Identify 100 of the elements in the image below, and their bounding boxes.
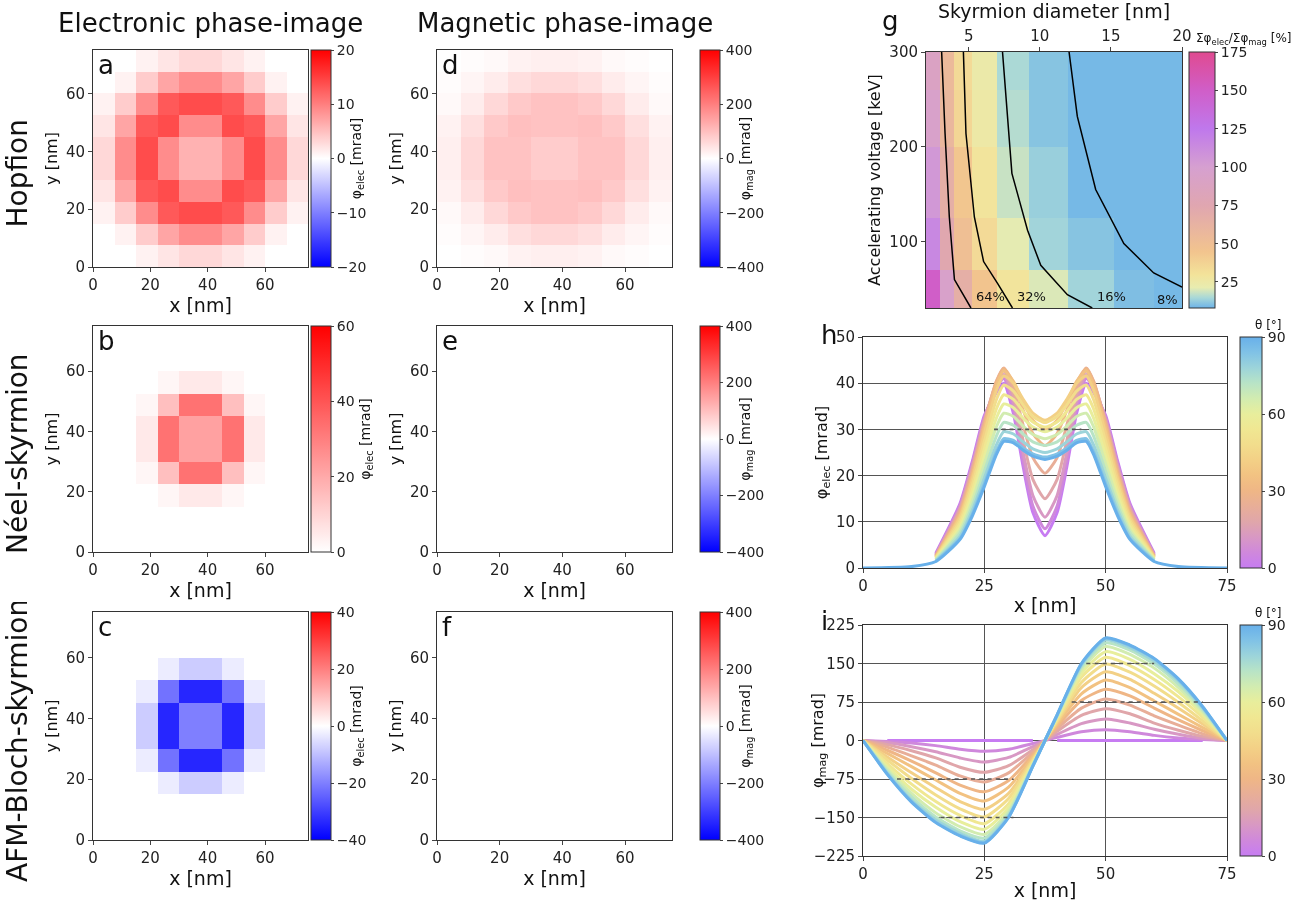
x-tick-label: 20 xyxy=(490,276,510,294)
y-tick-label: 100 xyxy=(889,232,918,251)
x-axis-title: x [nm] xyxy=(523,867,586,889)
y-tick-label: 10 xyxy=(835,513,855,532)
color-bar-label: 60 xyxy=(1267,693,1286,710)
y-tick-label: 200 xyxy=(889,138,918,157)
x-tick-label: 60 xyxy=(615,276,635,294)
y-tick-label: 20 xyxy=(65,200,85,219)
color-bar-label: 0 xyxy=(725,430,735,447)
y-tick-label: 300 xyxy=(889,43,918,62)
y-axis-title: y [nm] xyxy=(41,412,61,466)
x-tick-label: 20 xyxy=(1172,27,1192,45)
annotation: a xyxy=(98,50,114,80)
x-tick-label: 0 xyxy=(88,849,98,867)
color-bar-label: 400 xyxy=(725,41,753,58)
y-tick-label: 40 xyxy=(65,422,85,441)
annotation: f xyxy=(442,612,452,642)
x-tick-label: 40 xyxy=(552,561,572,579)
y-tick-label: 40 xyxy=(409,422,429,441)
x-tick-label: 60 xyxy=(255,276,275,294)
color-bar-label: 125 xyxy=(1220,120,1248,137)
chart-title: Magnetic phase-image xyxy=(417,8,714,38)
x-axis-title: x [nm] xyxy=(523,294,586,316)
x-axis-title: x [nm] xyxy=(1013,593,1077,616)
color-bar-label: 150 xyxy=(1220,82,1248,99)
x-tick-label: 50 xyxy=(1096,865,1116,883)
x-tick-label: 40 xyxy=(198,561,218,579)
color-bar-label: 30 xyxy=(1267,770,1286,787)
color-bar-title: Σφ$_{elec}$/Σφ$_{mag}$ [%] xyxy=(1196,31,1292,47)
y-tick-label: 60 xyxy=(409,362,429,381)
y-tick-label: 0 xyxy=(419,258,429,277)
color-bar-label: 40 xyxy=(336,393,355,410)
color-bar-label: −20 xyxy=(336,258,367,275)
color-bar-label: 20 xyxy=(336,468,355,485)
y-tick-label: 0 xyxy=(75,543,85,562)
color-bar-label: 0 xyxy=(725,717,735,734)
y-tick-label: 0 xyxy=(75,258,85,277)
y-tick-label: 20 xyxy=(65,482,85,501)
color-bar-title: θ [°] xyxy=(1255,606,1282,620)
text: AFM-Bloch-skyrmion xyxy=(1,598,34,882)
x-tick-label: 75 xyxy=(1217,865,1237,883)
x-tick-label: 25 xyxy=(974,865,994,883)
y-axis-title: y [nm] xyxy=(41,132,61,185)
y-tick-label: 60 xyxy=(65,648,85,667)
color-bar-label: −20 xyxy=(336,774,367,791)
x-axis-title: Skyrmion diameter [nm] xyxy=(937,0,1171,22)
color-bar-label: −200 xyxy=(725,204,765,221)
color-bar-label: −200 xyxy=(725,487,765,504)
color-bar-label: 50 xyxy=(1220,235,1239,252)
y-tick-label: −225 xyxy=(813,847,855,866)
color-bar-label: 0 xyxy=(336,150,346,167)
text: Néel-skyrmion xyxy=(1,353,34,554)
x-tick-label: 20 xyxy=(490,849,510,867)
color-bar-label: −400 xyxy=(725,831,765,848)
color-bar-label: 0 xyxy=(336,543,346,560)
color-bar-label: 60 xyxy=(1267,405,1286,422)
color-bar-label: 20 xyxy=(336,660,355,677)
y-tick-label: 40 xyxy=(65,142,85,161)
x-tick-label: 40 xyxy=(552,276,572,294)
y-tick-label: 60 xyxy=(409,84,429,103)
x-tick-label: 75 xyxy=(1217,577,1237,595)
x-tick-label: 40 xyxy=(552,849,572,867)
annotation: 8% xyxy=(1157,292,1178,307)
y-tick-label: 75 xyxy=(835,693,855,712)
color-bar-label: −40 xyxy=(336,831,367,848)
y-tick-label: 225 xyxy=(826,616,855,635)
x-axis-title: x [nm] xyxy=(523,579,586,601)
x-tick-label: 60 xyxy=(255,561,275,579)
x-tick-label: 20 xyxy=(140,561,160,579)
x-axis-title: x [nm] xyxy=(169,867,232,889)
y-axis-title: Accelerating voltage [keV] xyxy=(865,74,885,286)
x-tick-label: 0 xyxy=(88,276,98,294)
y-tick-label: 20 xyxy=(835,466,855,485)
y-tick-label: 0 xyxy=(419,831,429,850)
color-bar-label: −400 xyxy=(725,543,765,560)
y-tick-label: 20 xyxy=(409,482,429,501)
color-bar-label: 20 xyxy=(336,41,355,58)
y-tick-label: 0 xyxy=(845,731,855,750)
text: Hopfion xyxy=(0,119,34,228)
x-tick-label: 40 xyxy=(198,849,218,867)
text: g xyxy=(882,6,899,36)
color-bar-label: 0 xyxy=(725,150,735,167)
color-bar-label: −10 xyxy=(336,204,367,221)
annotation: d xyxy=(442,50,459,80)
color-bar-label: −200 xyxy=(725,774,765,791)
x-tick-label: 20 xyxy=(140,849,160,867)
y-tick-label: 50 xyxy=(835,328,855,347)
y-tick-label: 60 xyxy=(409,648,429,667)
color-bar-label: −400 xyxy=(725,258,765,275)
chart-title: Electronic phase-image xyxy=(58,8,364,38)
y-tick-label: 0 xyxy=(419,543,429,562)
y-tick-label: 60 xyxy=(65,362,85,381)
x-tick-label: 40 xyxy=(198,276,218,294)
x-tick-label: 0 xyxy=(432,561,442,579)
x-axis-title: x [nm] xyxy=(169,294,232,316)
color-bar-label: 30 xyxy=(1267,482,1286,499)
y-axis-title: y [nm] xyxy=(385,699,405,753)
color-bar-label: 100 xyxy=(1220,158,1248,175)
color-bar-label: 200 xyxy=(725,660,753,677)
color-bar-label: 60 xyxy=(336,317,355,334)
